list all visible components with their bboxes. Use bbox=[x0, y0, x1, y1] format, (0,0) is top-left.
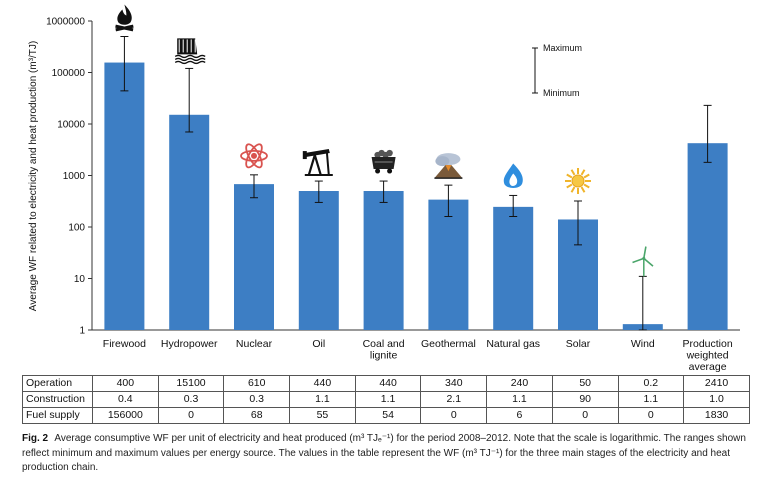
table-cell: 0.3 bbox=[223, 391, 291, 408]
oil-pump-icon bbox=[302, 149, 333, 177]
x-tick-label: weighted bbox=[686, 350, 729, 362]
table-cell: 440 bbox=[289, 375, 356, 392]
table-row-label: Construction bbox=[22, 391, 93, 408]
caption-text: Average consumptive WF per unit of elect… bbox=[22, 433, 746, 473]
x-tick-label: Geothermal bbox=[421, 338, 476, 350]
table-row-label: Fuel supply bbox=[22, 407, 93, 424]
x-tick-label: Solar bbox=[566, 338, 591, 350]
table-cell: 0 bbox=[420, 407, 488, 424]
bar-natural-gas bbox=[493, 206, 534, 330]
table-cell: 0 bbox=[157, 407, 225, 424]
gas-flame-icon bbox=[503, 163, 523, 188]
table-cell: 340 bbox=[420, 375, 488, 392]
table-cell: 1.1 bbox=[289, 391, 356, 408]
geothermal-icon bbox=[434, 153, 463, 179]
table-cell: 156000 bbox=[92, 407, 159, 424]
y-axis-label: Average WF related to electricity and he… bbox=[28, 41, 39, 311]
table-cell: 0.3 bbox=[157, 391, 225, 408]
y-tick-label: 100000 bbox=[52, 68, 86, 79]
x-tick-label: Nuclear bbox=[236, 338, 273, 350]
bar-layer bbox=[104, 36, 728, 331]
table-cell: 1.1 bbox=[354, 391, 422, 408]
legend-minimum-label: Minimum bbox=[543, 88, 580, 98]
x-tick-label: average bbox=[689, 361, 727, 373]
bar-production-weighted-average bbox=[687, 143, 728, 330]
coal-cart-icon bbox=[371, 149, 396, 174]
sun-icon bbox=[565, 167, 591, 194]
x-tick-label: Wind bbox=[631, 338, 655, 350]
bar-firewood bbox=[104, 62, 145, 331]
table-cell: 1.1 bbox=[617, 391, 685, 408]
y-tick-label: 10000 bbox=[57, 120, 85, 131]
table-cell: 1830 bbox=[683, 407, 750, 424]
x-tick-label: Coal and bbox=[363, 338, 405, 350]
x-tick-label: Firewood bbox=[103, 338, 146, 350]
table-cell: 1.1 bbox=[486, 391, 553, 408]
bar-oil bbox=[298, 191, 339, 330]
figure-caption: Fig. 2 Average consumptive WF per unit o… bbox=[22, 432, 757, 476]
table-cell: 440 bbox=[354, 375, 422, 392]
bar-hydropower bbox=[169, 114, 210, 330]
table-cell: 2410 bbox=[683, 375, 750, 392]
label-layer: Firewood Hydropower Nuclear Oil Coal andlign… bbox=[103, 338, 733, 373]
dam-icon bbox=[174, 38, 206, 65]
table-cell: 6 bbox=[486, 407, 553, 424]
bar-coal-and-lignite bbox=[363, 191, 404, 330]
table-cell: 55 bbox=[289, 407, 356, 424]
icon-layer bbox=[115, 4, 654, 277]
table-cell: 68 bbox=[223, 407, 291, 424]
table-cell: 90 bbox=[551, 391, 619, 408]
table-cell: 0.4 bbox=[92, 391, 159, 408]
chart: 1 10 100 1000 10000 100000 1000000 Firewood Hyd… bbox=[28, 4, 740, 373]
table-row-label: Operation bbox=[22, 375, 93, 392]
table-cell: 54 bbox=[354, 407, 422, 424]
table-row: Operation 400 15100 610 440 440 340 240 50 0.2 241… bbox=[22, 375, 750, 392]
fire-icon bbox=[115, 4, 134, 32]
y-tick-label: 100 bbox=[68, 223, 85, 234]
table-cell: 1.0 bbox=[683, 391, 750, 408]
bar-nuclear bbox=[234, 184, 274, 330]
table-cell: 2.1 bbox=[420, 391, 488, 408]
wf-stage-table: Operation 400 15100 610 440 440 340 240 50 0.2 241… bbox=[22, 375, 750, 424]
table-cell: 15100 bbox=[157, 375, 225, 392]
y-tick-label: 1000 bbox=[63, 171, 86, 182]
table-cell: 400 bbox=[92, 375, 159, 392]
table-row: Fuel supply 156000 0 68 55 54 0 6 0 0 1830 bbox=[22, 407, 750, 424]
table-cell: 0 bbox=[617, 407, 685, 424]
x-tick-label: Production bbox=[682, 338, 732, 350]
table-cell: 240 bbox=[486, 375, 553, 392]
x-tick-label: Oil bbox=[312, 338, 325, 350]
table-cell: 0 bbox=[551, 407, 619, 424]
legend-maximum-label: Maximum bbox=[543, 43, 582, 53]
y-tick-label: 1 bbox=[79, 326, 85, 337]
bar-geothermal bbox=[428, 199, 469, 330]
y-tick-label: 1000000 bbox=[46, 17, 85, 28]
table-cell: 50 bbox=[551, 375, 619, 392]
table-cell: 610 bbox=[223, 375, 291, 392]
wind-turbine-icon bbox=[632, 246, 654, 277]
x-tick-label: Natural gas bbox=[486, 338, 540, 350]
table-row: Construction 0.4 0.3 0.3 1.1 1.1 2.1 1.1 90 1.1 1.… bbox=[22, 391, 750, 408]
atom-icon bbox=[240, 143, 268, 169]
x-tick-label: Hydropower bbox=[161, 338, 218, 350]
caption-label: Fig. 2 bbox=[22, 433, 49, 444]
table-cell: 0.2 bbox=[617, 375, 685, 392]
y-tick-label: 10 bbox=[74, 274, 86, 285]
legend: Maximum Minimum bbox=[532, 43, 582, 98]
x-tick-label: lignite bbox=[370, 350, 398, 362]
